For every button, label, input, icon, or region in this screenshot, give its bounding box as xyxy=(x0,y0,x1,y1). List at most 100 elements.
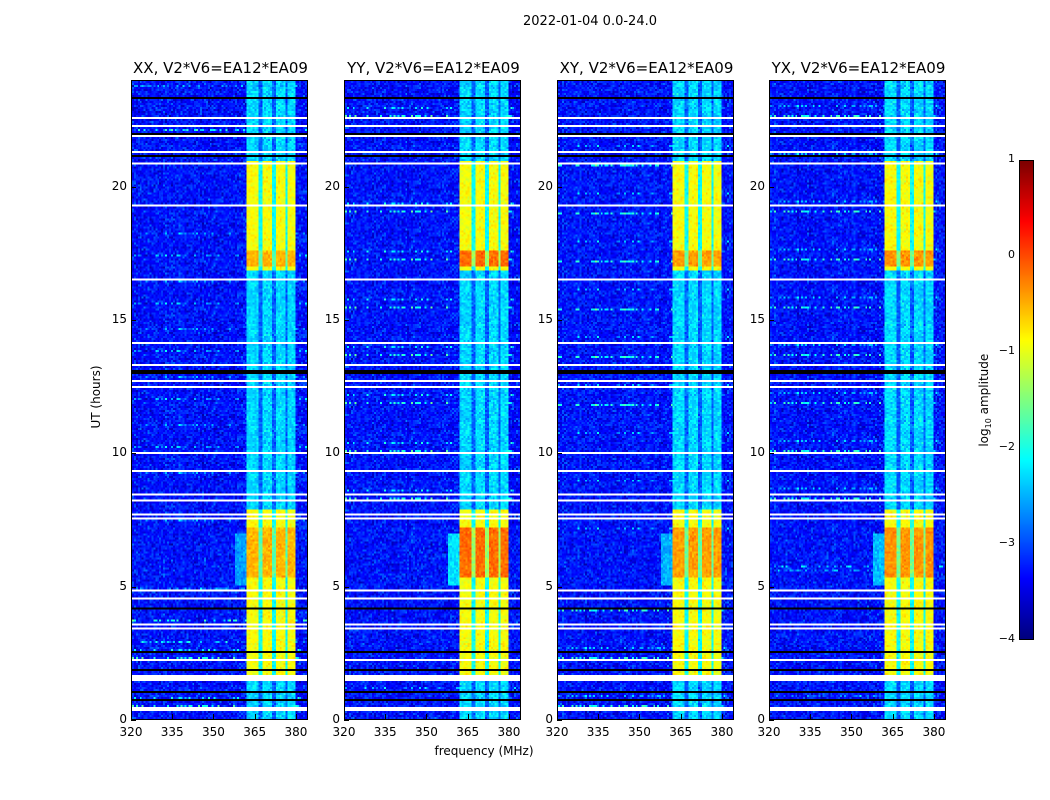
y-tick-mark xyxy=(344,320,349,321)
x-tick-mark xyxy=(344,714,345,719)
heatmap-panel: YY, V2*V6=EA12*EA09 xyxy=(344,59,521,720)
x-tick-mark xyxy=(769,714,770,719)
y-tick-label: 0 xyxy=(119,712,127,726)
colorbar-tick-label: −2 xyxy=(998,440,1015,453)
y-tick-mark xyxy=(344,720,349,721)
x-tick-label: 335 xyxy=(373,725,397,739)
y-tick-label: 0 xyxy=(757,712,765,726)
colorbar xyxy=(1019,160,1034,640)
x-tick-mark xyxy=(295,714,297,719)
y-tick-label: 20 xyxy=(749,178,765,193)
x-tick-label: 320 xyxy=(545,725,569,739)
heatmap-panel: YX, V2*V6=EA12*EA09 xyxy=(769,59,946,720)
colorbar-tick-label: 0 xyxy=(1008,248,1015,261)
x-tick-label: 380 xyxy=(922,725,946,739)
x-tick-mark xyxy=(639,714,641,719)
x-tick-label: 380 xyxy=(710,725,734,739)
y-tick-label: 15 xyxy=(749,312,765,326)
y-tick-label: 10 xyxy=(111,445,127,460)
y-tick-mark xyxy=(769,586,774,588)
heatmap-image xyxy=(132,81,307,719)
y-tick-label: 15 xyxy=(537,312,553,326)
x-tick-label: 380 xyxy=(284,725,308,739)
x-tick-label: 350 xyxy=(840,725,863,739)
y-tick-mark xyxy=(344,186,349,188)
figure-title: 2022-01-04 0.0-24.0 xyxy=(523,14,657,29)
x-tick-mark xyxy=(598,714,600,719)
x-tick-mark xyxy=(557,714,558,719)
y-tick-label: 20 xyxy=(324,178,340,193)
x-tick-mark xyxy=(721,714,723,719)
x-tick-label: 365 xyxy=(669,725,693,739)
y-tick-mark xyxy=(131,720,136,721)
x-tick-label: 335 xyxy=(160,725,184,739)
colorbar-label: log10 amplitude xyxy=(977,340,993,460)
colorbar-tick-label: 1 xyxy=(1008,152,1015,165)
x-tick-mark xyxy=(680,714,682,719)
x-tick-label: 335 xyxy=(798,725,822,739)
x-tick-label: 350 xyxy=(628,725,651,739)
y-tick-label: 5 xyxy=(332,578,340,593)
y-axis-label: UT (hours) xyxy=(89,365,103,429)
x-tick-mark xyxy=(172,714,174,719)
heatmap-image xyxy=(345,81,520,719)
x-tick-mark xyxy=(385,714,387,719)
y-tick-label: 0 xyxy=(332,712,340,726)
y-tick-mark xyxy=(131,186,136,188)
colorbar-tick-label: −1 xyxy=(998,344,1015,357)
colorbar-label-log: log xyxy=(976,428,991,447)
panel-title: YX, V2*V6=EA12*EA09 xyxy=(771,59,946,77)
y-tick-mark xyxy=(131,586,136,588)
x-tick-mark xyxy=(810,714,812,719)
y-tick-label: 5 xyxy=(119,578,127,593)
x-tick-label: 365 xyxy=(456,725,480,739)
colorbar-tick-label: −4 xyxy=(998,632,1015,645)
y-tick-mark xyxy=(557,320,562,321)
x-tick-mark xyxy=(933,714,935,719)
y-tick-mark xyxy=(557,186,562,188)
y-tick-mark xyxy=(557,453,562,455)
panel-title: XX, V2*V6=EA12*EA09 xyxy=(133,59,308,77)
y-tick-label: 15 xyxy=(111,312,127,326)
y-tick-label: 10 xyxy=(749,445,765,460)
x-tick-label: 320 xyxy=(757,725,781,739)
y-tick-label: 15 xyxy=(324,312,340,326)
y-tick-mark xyxy=(557,586,562,588)
y-tick-mark xyxy=(557,720,562,721)
heatmap-panel: XX, V2*V6=EA12*EA09 xyxy=(131,59,308,720)
x-tick-label: 380 xyxy=(497,725,521,739)
x-tick-label: 320 xyxy=(119,725,143,739)
y-tick-mark xyxy=(344,453,349,455)
x-tick-mark xyxy=(467,714,469,719)
y-tick-mark xyxy=(131,320,136,321)
y-tick-label: 10 xyxy=(537,445,553,460)
panel-title: XY, V2*V6=EA12*EA09 xyxy=(559,59,734,77)
y-tick-mark xyxy=(769,320,774,321)
x-tick-label: 350 xyxy=(415,725,438,739)
x-tick-label: 320 xyxy=(332,725,356,739)
x-tick-mark xyxy=(213,714,215,719)
x-tick-mark xyxy=(426,714,428,719)
x-tick-label: 335 xyxy=(586,725,610,739)
y-tick-mark xyxy=(344,586,349,588)
y-tick-label: 0 xyxy=(545,712,553,726)
x-tick-label: 365 xyxy=(881,725,905,739)
y-tick-mark xyxy=(769,453,774,455)
colorbar-tick-label: −3 xyxy=(998,536,1015,549)
x-tick-mark xyxy=(851,714,853,719)
heatmap-image xyxy=(770,81,945,719)
y-tick-label: 5 xyxy=(545,578,553,593)
x-tick-mark xyxy=(508,714,510,719)
y-tick-label: 20 xyxy=(111,178,127,193)
panel-title: YY, V2*V6=EA12*EA09 xyxy=(347,59,520,77)
y-tick-label: 20 xyxy=(537,178,553,193)
y-tick-mark xyxy=(769,186,774,188)
x-tick-mark xyxy=(892,714,894,719)
colorbar-label-rest: amplitude xyxy=(976,353,991,419)
x-tick-label: 365 xyxy=(243,725,267,739)
x-axis-label: frequency (MHz) xyxy=(434,744,534,758)
x-tick-mark xyxy=(254,714,256,719)
y-tick-mark xyxy=(131,453,136,455)
colorbar-label-sub: 10 xyxy=(984,418,994,429)
y-tick-mark xyxy=(769,720,774,721)
